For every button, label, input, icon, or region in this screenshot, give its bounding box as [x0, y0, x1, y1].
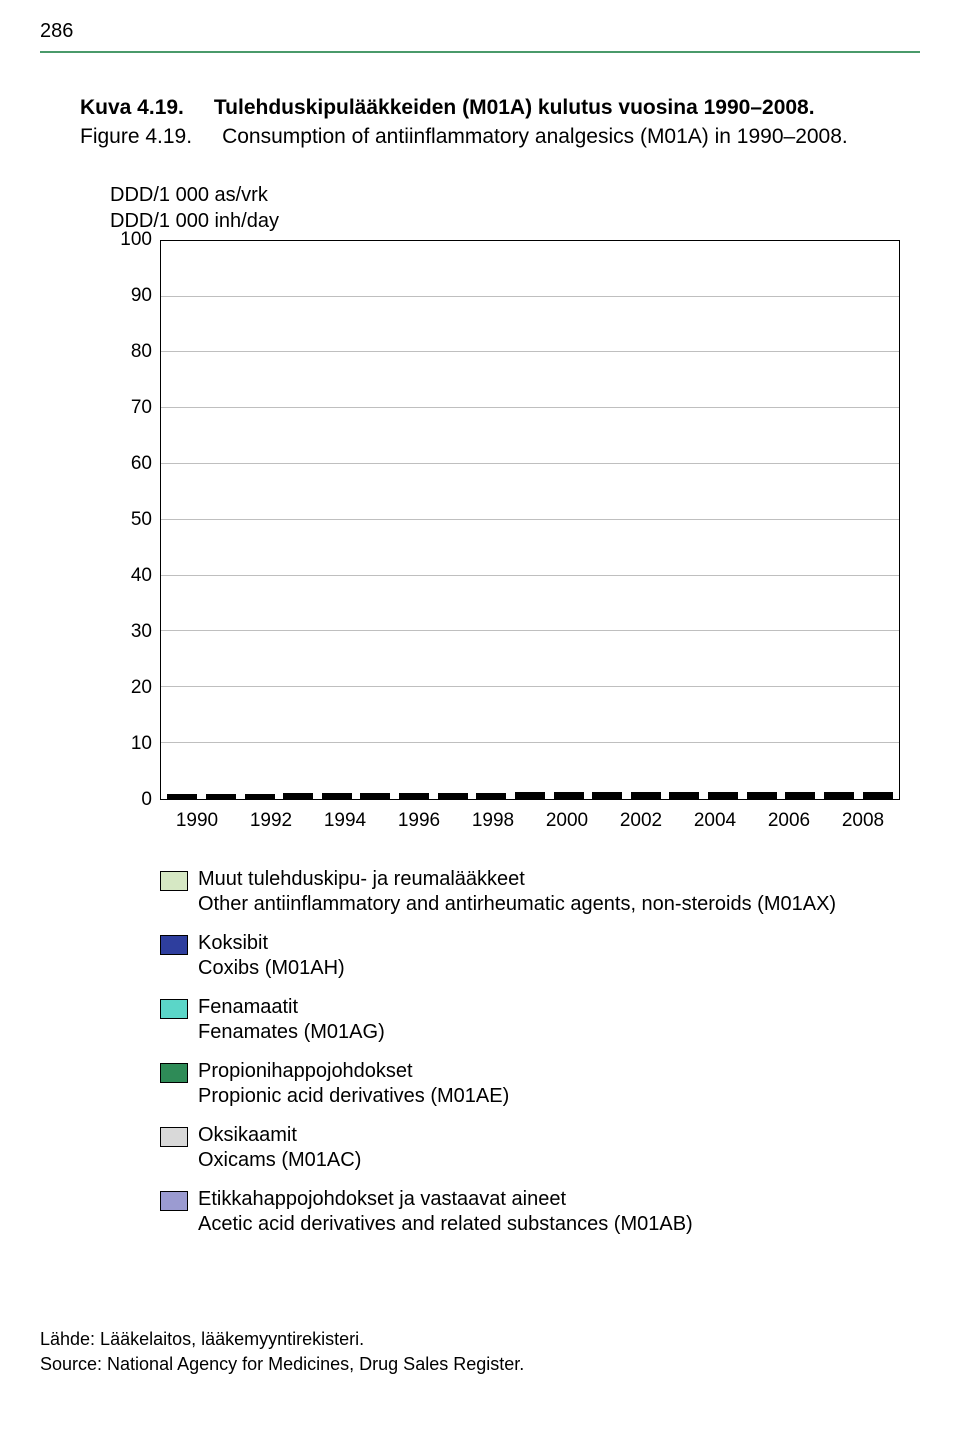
legend-label: Muut tulehduskipu- ja reumalääkkeetOther…	[198, 867, 836, 917]
segment-m01ab	[438, 798, 468, 799]
bar-2006	[785, 792, 815, 799]
legend-item-m01ax: Muut tulehduskipu- ja reumalääkkeetOther…	[160, 867, 920, 917]
x-tick-label: 1996	[383, 810, 455, 832]
bar-1992	[245, 794, 275, 799]
segment-m01ab	[669, 798, 699, 799]
source-fi: Lähde: Lääkelaitos, lääkemyyntirekisteri…	[40, 1327, 920, 1352]
bar-1991	[206, 794, 236, 799]
source-en: Source: National Agency for Medicines, D…	[40, 1352, 920, 1377]
bar-1995	[360, 793, 390, 799]
y-tick-label: 10	[131, 733, 152, 755]
caption-label-fi: Kuva 4.19.	[80, 93, 184, 122]
x-tick-label: 2006	[753, 810, 825, 832]
plot-area	[160, 240, 900, 800]
caption-label-en: Figure 4.19.	[80, 122, 192, 151]
legend-label: Etikkahappojohdokset ja vastaavat aineet…	[198, 1187, 693, 1237]
segment-m01ab	[554, 798, 584, 799]
bar-1994	[322, 793, 352, 799]
y-axis-title-fi: DDD/1 000 as/vrk	[110, 184, 268, 206]
y-tick-label: 50	[131, 509, 152, 531]
y-tick-label: 70	[131, 397, 152, 419]
x-tick-label: 1990	[161, 810, 233, 832]
segment-m01ab	[515, 798, 545, 799]
legend-swatch	[160, 871, 188, 891]
segment-m01ab	[322, 798, 352, 799]
legend-swatch	[160, 1191, 188, 1211]
bar-2002	[631, 792, 661, 799]
legend-swatch	[160, 1127, 188, 1147]
segment-m01ab	[631, 798, 661, 799]
legend-label: KoksibitCoxibs (M01AH)	[198, 931, 345, 981]
y-tick-label: 40	[131, 565, 152, 587]
bar-2003	[669, 792, 699, 799]
segment-m01ab	[245, 798, 275, 799]
segment-m01ab	[360, 798, 390, 799]
legend-label: PropionihappojohdoksetPropionic acid der…	[198, 1059, 509, 1109]
bar-1990	[167, 794, 197, 799]
segment-m01ab	[476, 798, 506, 799]
y-axis: 0102030405060708090100	[110, 240, 160, 800]
caption-text-en: Consumption of antiinflammatory analgesi…	[222, 122, 848, 151]
horizontal-rule	[40, 51, 920, 53]
y-tick-label: 0	[141, 789, 152, 811]
legend-swatch	[160, 935, 188, 955]
segment-m01ab	[863, 798, 893, 799]
segment-m01ab	[708, 798, 738, 799]
y-tick-label: 80	[131, 341, 152, 363]
legend-item-m01ag: FenamaatitFenamates (M01AG)	[160, 995, 920, 1045]
segment-m01ab	[747, 798, 777, 799]
bar-1993	[283, 793, 313, 799]
legend-item-m01ac: OksikaamitOxicams (M01AC)	[160, 1123, 920, 1173]
segment-m01ab	[592, 798, 622, 799]
figure-caption: Kuva 4.19. Tulehduskipulääkkeiden (M01A)…	[80, 93, 920, 152]
x-axis: 1990199219941996199820002002200420062008	[160, 800, 900, 832]
segment-m01ab	[399, 798, 429, 799]
y-tick-label: 30	[131, 621, 152, 643]
x-tick-label: 1998	[457, 810, 529, 832]
segment-m01ab	[785, 798, 815, 799]
page-number: 286	[40, 0, 920, 51]
legend: Muut tulehduskipu- ja reumalääkkeetOther…	[160, 867, 920, 1237]
segment-m01ab	[283, 798, 313, 799]
legend-label: OksikaamitOxicams (M01AC)	[198, 1123, 361, 1173]
bar-2000	[554, 792, 584, 799]
y-axis-title: DDD/1 000 as/vrk DDD/1 000 inh/day	[110, 182, 920, 234]
y-tick-label: 20	[131, 677, 152, 699]
x-tick-label: 1992	[235, 810, 307, 832]
y-tick-label: 60	[131, 453, 152, 475]
x-tick-label: 2000	[531, 810, 603, 832]
bar-2007	[824, 792, 854, 799]
legend-swatch	[160, 1063, 188, 1083]
y-tick-label: 90	[131, 285, 152, 307]
bar-1998	[476, 793, 506, 799]
bar-1996	[399, 793, 429, 799]
legend-label: FenamaatitFenamates (M01AG)	[198, 995, 385, 1045]
x-tick-label: 2004	[679, 810, 751, 832]
bar-2004	[708, 792, 738, 799]
legend-item-m01ah: KoksibitCoxibs (M01AH)	[160, 931, 920, 981]
x-tick-label: 2002	[605, 810, 677, 832]
x-tick-label: 2008	[827, 810, 899, 832]
legend-swatch	[160, 999, 188, 1019]
segment-m01ab	[206, 798, 236, 799]
legend-item-m01ab: Etikkahappojohdokset ja vastaavat aineet…	[160, 1187, 920, 1237]
bar-1999	[515, 792, 545, 799]
bar-1997	[438, 793, 468, 799]
y-tick-label: 100	[120, 229, 152, 251]
x-tick-label: 1994	[309, 810, 381, 832]
segment-m01ab	[167, 798, 197, 799]
bar-2008	[863, 792, 893, 799]
caption-text-fi: Tulehduskipulääkkeiden (M01A) kulutus vu…	[214, 93, 815, 122]
bar-2001	[592, 792, 622, 799]
chart: DDD/1 000 as/vrk DDD/1 000 inh/day 0 10 20…	[110, 182, 920, 1237]
segment-m01ab	[824, 798, 854, 799]
source-note: Lähde: Lääkelaitos, lääkemyyntirekisteri…	[40, 1327, 920, 1377]
legend-item-m01ae: PropionihappojohdoksetPropionic acid der…	[160, 1059, 920, 1109]
bar-2005	[747, 792, 777, 799]
